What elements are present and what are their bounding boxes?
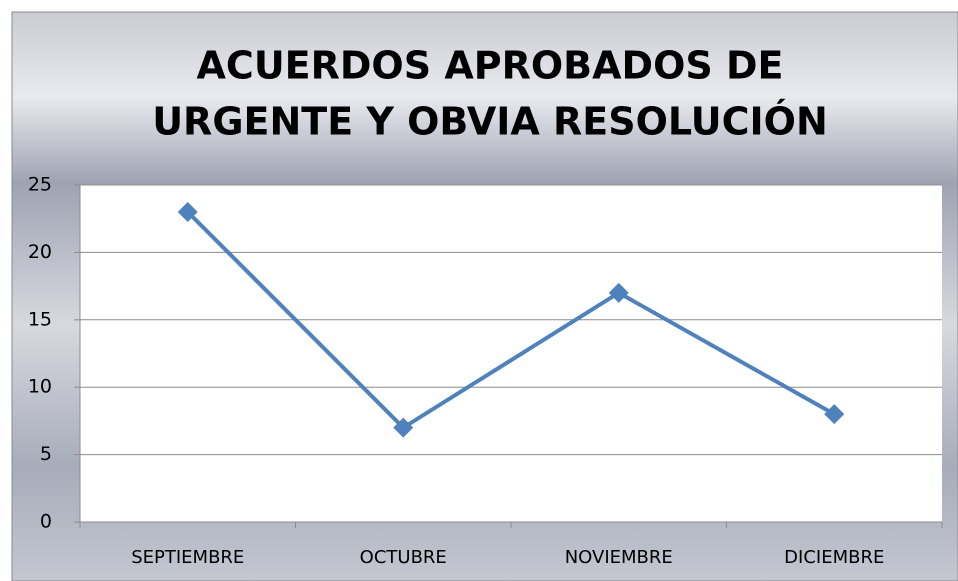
x-tick-label: NOVIEMBRE <box>565 547 673 568</box>
x-tick-label: DICIEMBRE <box>784 547 884 568</box>
marker <box>177 201 198 222</box>
line-series <box>186 210 836 431</box>
x-tick-label: SEPTIEMBRE <box>131 547 244 568</box>
marker <box>393 417 414 438</box>
chart-title: ACUERDOS APROBADOS DE <box>197 44 784 88</box>
y-tick-label: 20 <box>28 241 52 263</box>
y-tick-label: 0 <box>40 511 52 533</box>
plot-area <box>80 185 942 522</box>
marker <box>608 282 629 303</box>
y-tick-label: 25 <box>28 174 52 196</box>
y-tick-label: 5 <box>40 443 52 465</box>
y-tick-label: 10 <box>28 376 52 398</box>
y-tick-label: 15 <box>28 308 52 330</box>
chart-title: URGENTE Y OBVIA RESOLUCIÓN <box>152 100 828 144</box>
marker <box>824 404 845 425</box>
x-tick-label: OCTUBRE <box>360 547 447 568</box>
